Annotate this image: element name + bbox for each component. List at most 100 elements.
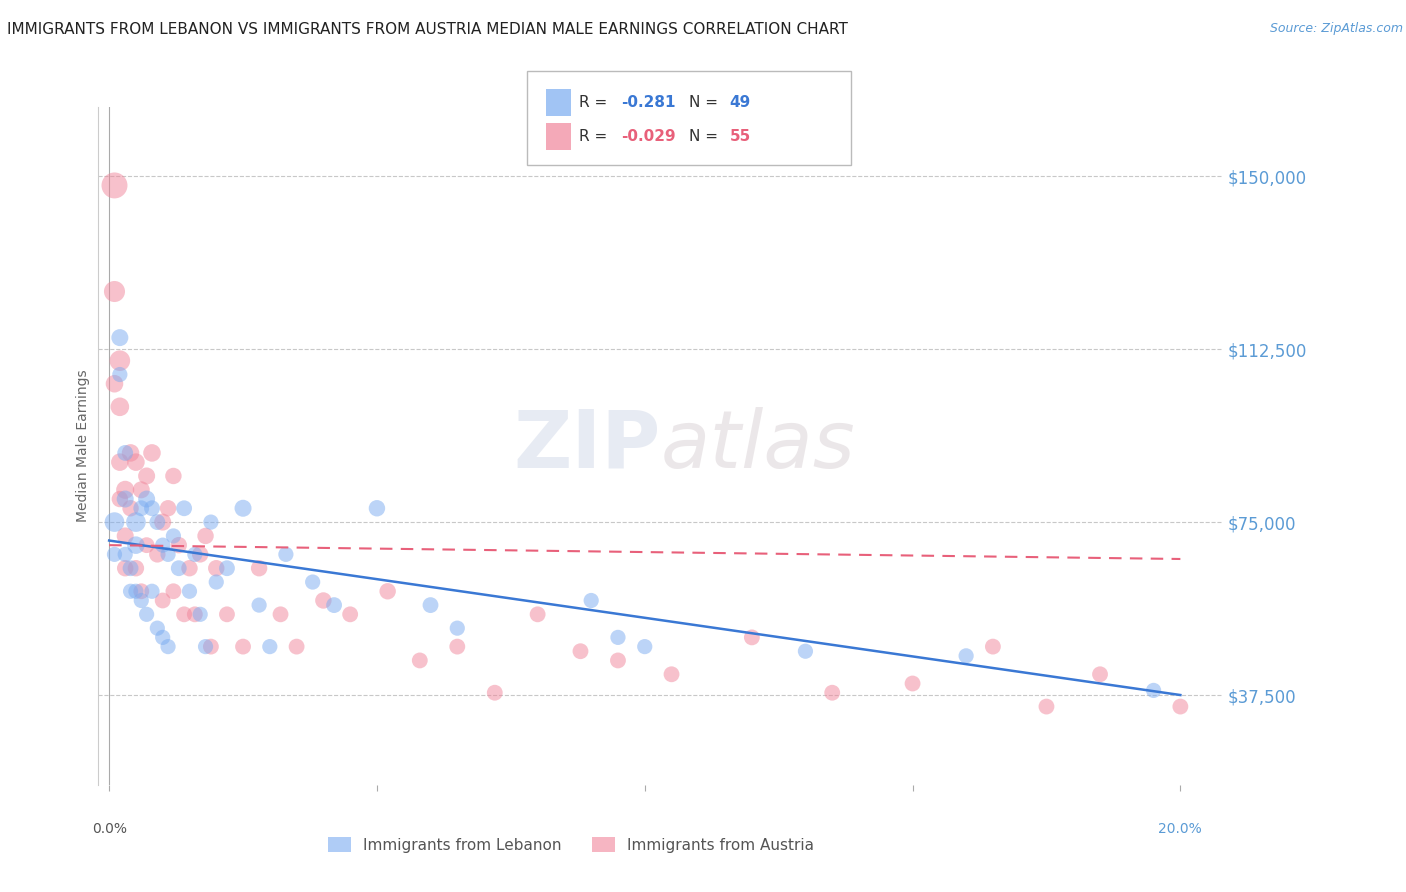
Point [114,491,136,506]
Point [526,607,548,622]
Point [108,400,131,414]
Point [120,584,142,599]
Point [162,469,184,483]
Point [981,640,1004,654]
Point [157,501,180,516]
Point [301,575,323,590]
Point [339,607,361,622]
Point [484,686,506,700]
Point [901,676,924,690]
Point [103,178,125,193]
Point [146,547,169,561]
Point [200,515,222,529]
Point [135,538,157,552]
Text: R =: R = [579,95,613,110]
Point [661,667,683,681]
Point [247,561,270,575]
Point [125,515,148,529]
Text: 49: 49 [730,95,751,110]
Point [579,593,602,607]
Point [232,501,254,516]
Point [1035,699,1057,714]
Point [188,607,211,622]
Point [205,561,228,575]
Point [141,501,163,516]
Point [157,547,180,561]
Point [179,584,201,599]
Point [125,584,148,599]
Point [446,640,468,654]
Point [215,561,238,575]
Point [274,547,297,561]
Point [270,607,292,622]
Point [162,584,184,599]
Point [114,547,136,561]
Point [1088,667,1111,681]
Point [125,538,148,552]
Point [167,538,190,552]
Point [215,607,238,622]
Text: 0.0%: 0.0% [91,822,127,836]
Point [205,575,228,590]
Point [200,640,222,654]
Point [955,648,977,663]
Text: atlas: atlas [661,407,856,485]
Text: N =: N = [689,129,723,144]
Point [634,640,657,654]
Point [194,640,217,654]
Point [152,515,174,529]
Y-axis label: Median Male Earnings: Median Male Earnings [76,369,90,523]
Point [409,653,432,667]
Point [167,561,190,575]
Point [247,598,270,612]
Point [135,469,157,483]
Point [232,640,254,654]
Point [108,455,131,469]
Point [120,561,142,575]
Point [419,598,441,612]
Point [1142,683,1164,698]
Point [108,353,131,368]
Point [152,631,174,645]
Text: ZIP: ZIP [513,407,661,485]
Point [120,446,142,460]
Point [103,376,125,391]
Point [188,547,211,561]
Point [184,607,207,622]
Point [794,644,817,658]
Point [821,686,844,700]
Point [377,584,399,599]
Point [184,547,207,561]
Point [146,515,169,529]
Point [129,584,152,599]
Text: -0.281: -0.281 [621,95,676,110]
Point [120,501,142,516]
Point [129,593,152,607]
Point [285,640,308,654]
Point [108,491,131,506]
Text: 20.0%: 20.0% [1159,822,1202,836]
Text: R =: R = [579,129,613,144]
Point [152,538,174,552]
Point [312,593,335,607]
Point [194,529,217,543]
Text: Source: ZipAtlas.com: Source: ZipAtlas.com [1270,22,1403,36]
Point [114,561,136,575]
Point [103,515,125,529]
Point [366,501,388,516]
Point [135,491,157,506]
Point [173,501,195,516]
Point [152,593,174,607]
Point [141,446,163,460]
Point [607,653,630,667]
Point [103,547,125,561]
Point [157,640,180,654]
Point [129,483,152,497]
Point [141,584,163,599]
Text: IMMIGRANTS FROM LEBANON VS IMMIGRANTS FROM AUSTRIA MEDIAN MALE EARNINGS CORRELAT: IMMIGRANTS FROM LEBANON VS IMMIGRANTS FR… [7,22,848,37]
Point [125,561,148,575]
Point [173,607,195,622]
Point [103,285,125,299]
Point [179,561,201,575]
Text: N =: N = [689,95,723,110]
